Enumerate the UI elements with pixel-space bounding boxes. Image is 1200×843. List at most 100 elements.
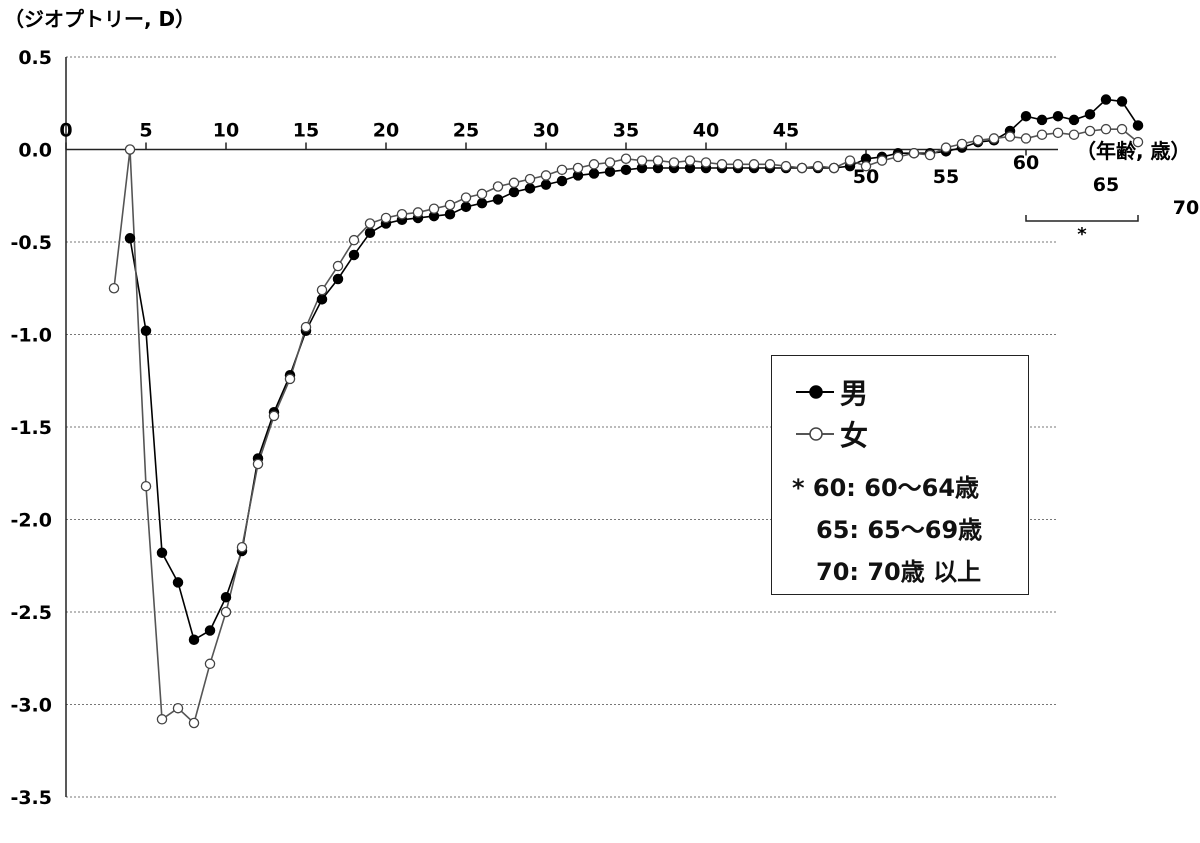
y-tick-label: -2.0 (10, 510, 52, 532)
legend-item-male: 男 (794, 372, 868, 412)
data-point-female (1036, 129, 1048, 140)
legend-male-marker-icon (796, 385, 834, 399)
data-point-male (1132, 120, 1144, 131)
x-tick-label: 5 (139, 120, 152, 142)
data-point-female (412, 207, 424, 218)
data-point-male (556, 175, 568, 187)
legend: 男 女 * 60: 60～64歳 65: 65～69歳 70: 70歳 以上 (771, 355, 1029, 595)
data-point-female (972, 134, 984, 146)
y-tick-label: -2.5 (10, 602, 52, 624)
data-point-female (732, 159, 744, 170)
x-tick-label: 30 (533, 120, 559, 142)
x-tick-label: 0 (59, 120, 72, 142)
x-tick-label: 70 (1173, 197, 1199, 219)
data-point-female (396, 208, 408, 220)
data-point-male (620, 164, 632, 176)
data-point-female (1052, 127, 1064, 139)
data-point-male (204, 625, 216, 636)
legend-note-60: * 60: 60～64歳 (792, 474, 980, 502)
data-point-male (1020, 110, 1032, 122)
data-point-male (540, 179, 552, 190)
data-point-female (1084, 125, 1096, 137)
data-point-female (348, 234, 360, 246)
x-tick-label: 40 (693, 120, 719, 142)
y-tick-label: -1.0 (10, 325, 52, 347)
data-point-female (604, 157, 616, 168)
data-point-female (524, 173, 536, 185)
data-point-male (124, 233, 136, 244)
data-point-female (860, 160, 872, 172)
data-point-male (188, 634, 200, 646)
data-point-female (668, 157, 680, 168)
y-axis-label: （ジオプトリー, D） (4, 7, 195, 31)
data-point-female (956, 138, 968, 150)
data-point-female (380, 212, 392, 224)
series-layer (108, 94, 1144, 729)
data-point-female (268, 410, 280, 422)
y-tick-label: 0.0 (18, 140, 52, 162)
data-point-male (524, 183, 536, 194)
data-point-male (460, 201, 472, 213)
data-point-female (556, 164, 568, 176)
data-point-female (924, 149, 936, 161)
data-point-female (1116, 123, 1128, 135)
data-point-female (204, 658, 216, 670)
data-point-female (1100, 123, 1112, 135)
data-point-male (588, 168, 600, 179)
axes: 0.5 0.0 -0.5 -1.0 -1.5 -2.0 -2.5 -3.0 -3.5 0 5 10 15… (10, 47, 1199, 809)
data-point-female (508, 177, 520, 189)
data-point-female (140, 480, 152, 492)
data-point-female (812, 160, 824, 172)
data-point-female (332, 260, 344, 272)
data-point-female (444, 199, 456, 211)
data-point-female (1068, 129, 1080, 140)
data-point-male (1116, 96, 1128, 107)
data-point-female (252, 458, 264, 470)
data-point-female (1132, 136, 1144, 148)
legend-item-female: 女 (794, 414, 868, 454)
x-tick-label: 55 (933, 166, 959, 188)
data-point-female (892, 151, 904, 163)
data-point-male (1052, 110, 1064, 122)
data-point-female (1020, 133, 1032, 144)
data-point-female (684, 155, 696, 166)
y-tick-label: -3.5 (10, 787, 52, 809)
x-tick-label: 50 (853, 166, 879, 188)
data-point-male (364, 227, 376, 238)
data-point-male (508, 186, 520, 198)
y-tick-label: -1.5 (10, 417, 52, 439)
data-point-female (172, 702, 184, 714)
data-point-male (604, 166, 616, 177)
data-point-male (1100, 94, 1112, 105)
data-point-male (444, 208, 456, 220)
data-point-female (108, 282, 120, 294)
data-point-female (124, 144, 136, 155)
x-tick-label: 35 (613, 120, 639, 142)
data-point-female (844, 155, 856, 166)
x-tick-label: 45 (773, 120, 799, 142)
data-point-female (764, 159, 776, 170)
data-point-female (220, 606, 232, 618)
data-point-male (332, 273, 344, 285)
data-point-female (716, 159, 728, 170)
data-point-female (620, 153, 632, 164)
x-tick-label: 10 (213, 120, 239, 142)
data-point-male (156, 547, 168, 559)
legend-female-label: 女 (840, 419, 869, 452)
data-point-male (316, 294, 328, 305)
legend-male-label: 男 (840, 377, 869, 410)
data-point-female (700, 157, 712, 168)
y-tick-label: -3.0 (10, 695, 52, 717)
x-tick-label: 15 (293, 120, 319, 142)
age-bracket (1025, 215, 1139, 222)
data-point-female (876, 155, 888, 166)
data-point-female (188, 717, 200, 729)
data-point-female (652, 155, 664, 166)
data-point-male (1084, 109, 1096, 120)
data-point-female (1004, 131, 1016, 142)
data-point-female (780, 160, 792, 172)
data-point-male (172, 577, 184, 588)
data-point-female (492, 181, 504, 192)
x-axis-label: （年齢, 歳） (1076, 139, 1191, 163)
